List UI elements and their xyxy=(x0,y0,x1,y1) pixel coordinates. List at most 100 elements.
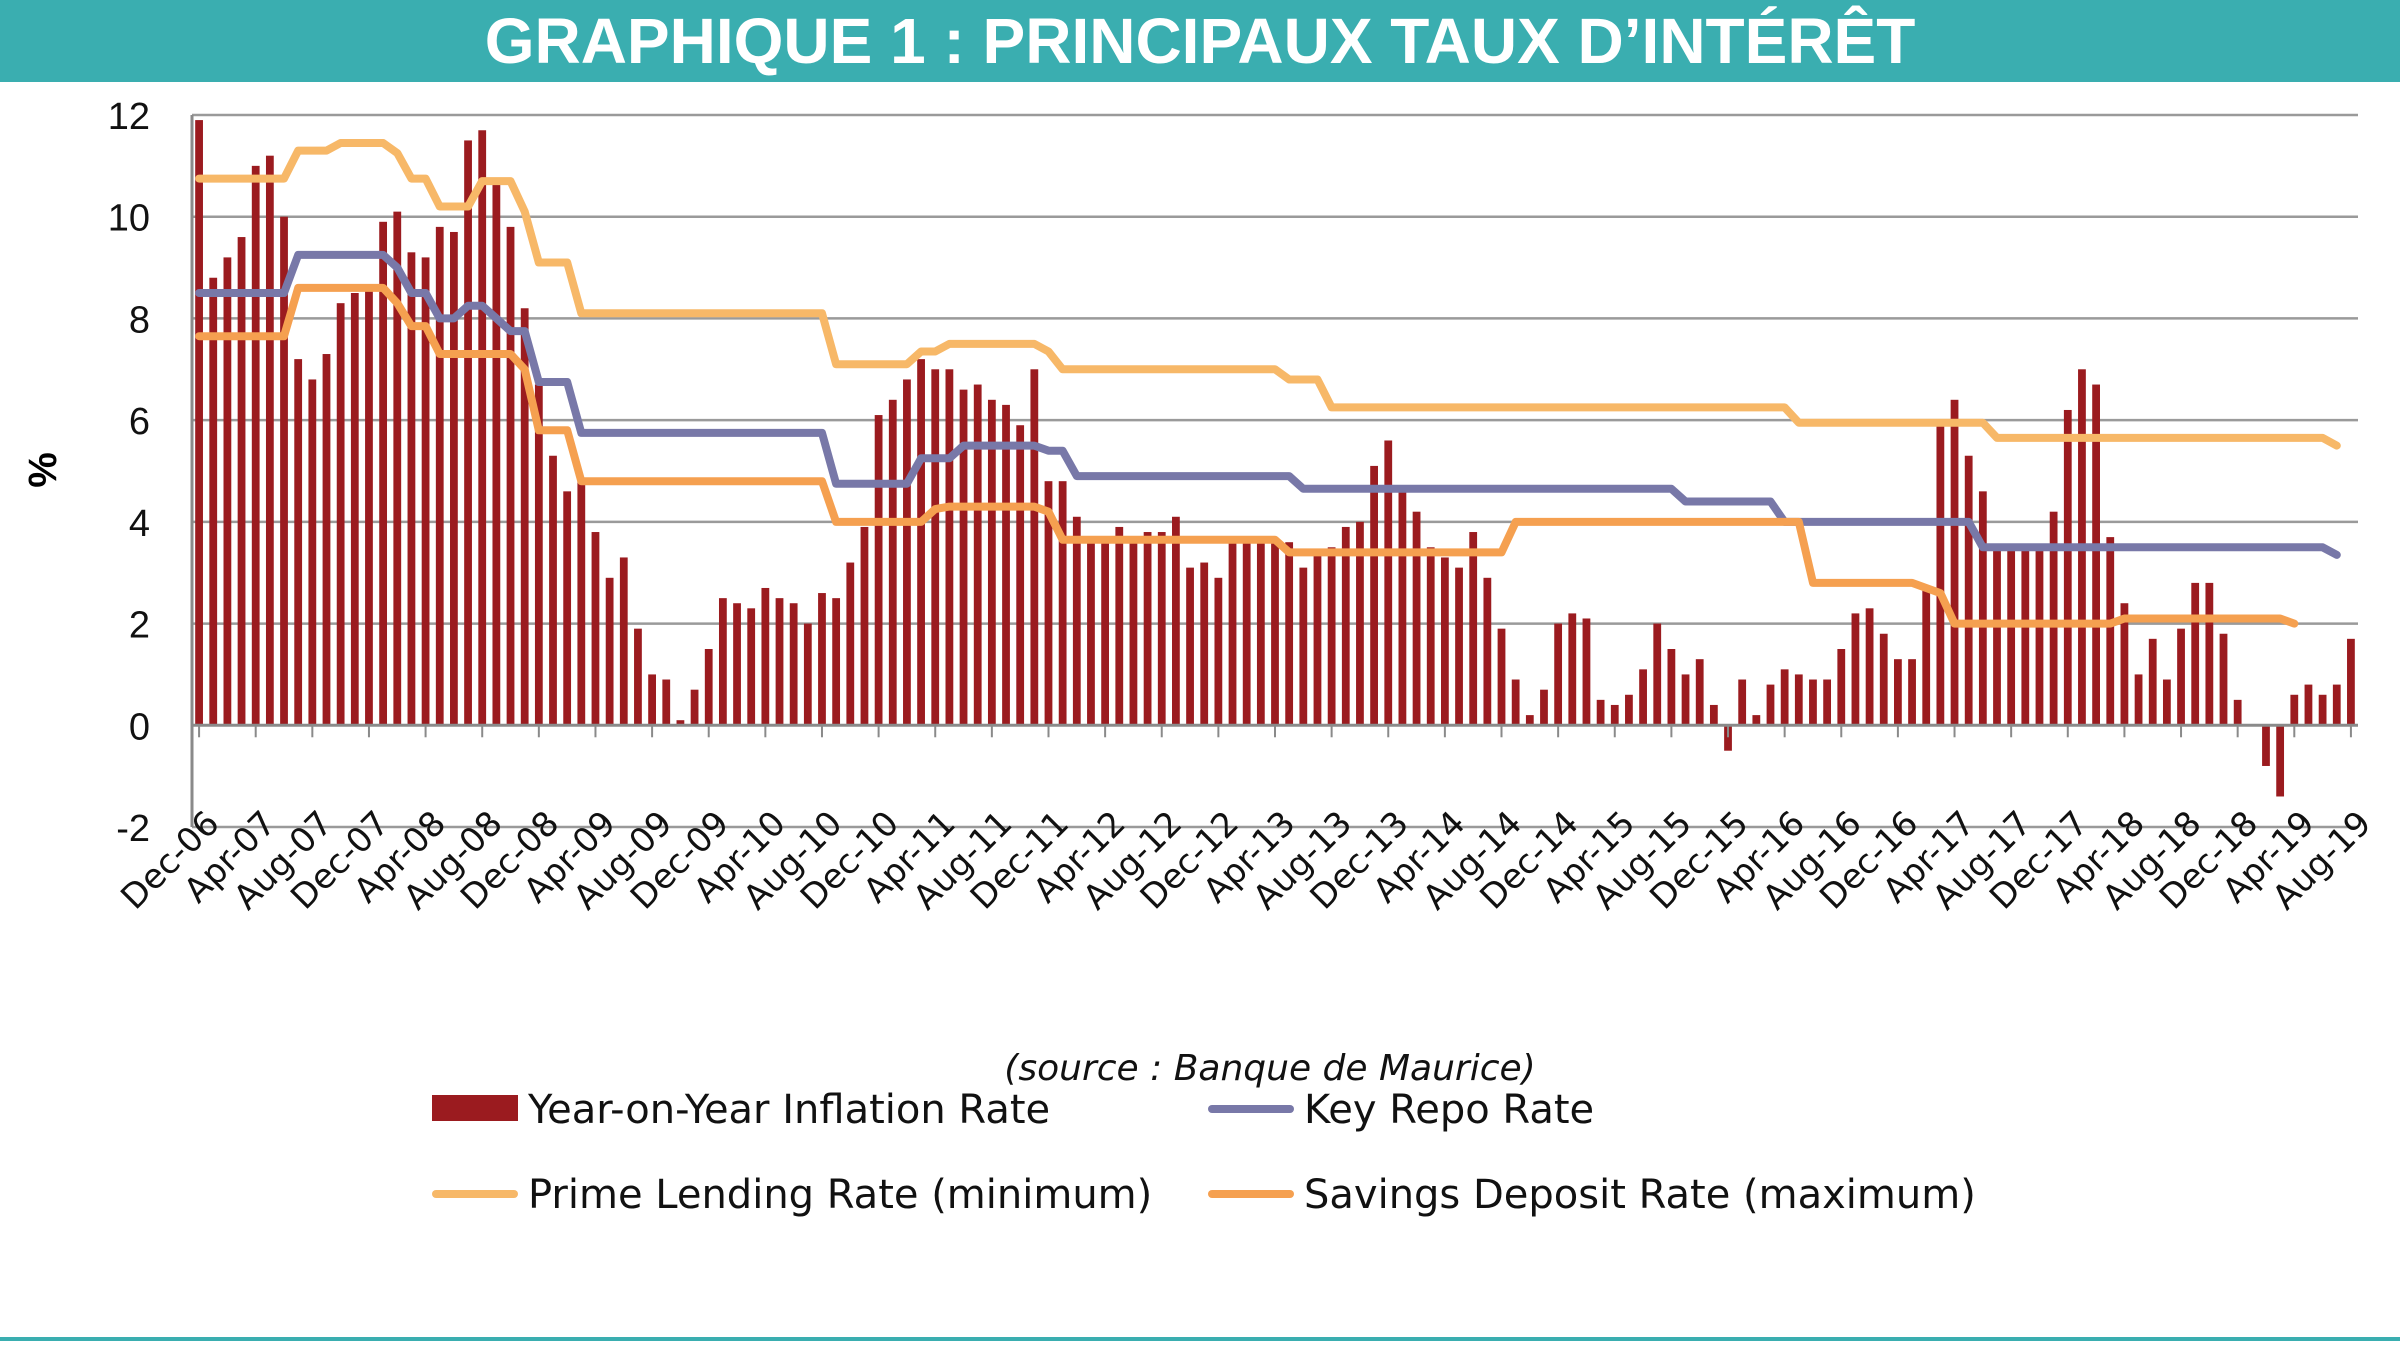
title-banner xyxy=(0,0,2400,82)
interest-rates-chart: -2 0 2 4 6 8 10 12 Dec-06Apr-07Aug-07Dec-07Apr-… xyxy=(21,96,2379,1218)
inflation-bar xyxy=(2205,582,2214,726)
inflation-bar xyxy=(1016,425,1025,726)
inflation-bar xyxy=(2007,547,2016,726)
inflation-bar xyxy=(789,603,798,726)
inflation-bar xyxy=(747,608,756,726)
inflation-bar xyxy=(2162,679,2171,726)
inflation-bar xyxy=(1412,511,1421,726)
inflation-bar xyxy=(265,155,274,726)
inflation-bar xyxy=(549,455,557,726)
inflation-bar xyxy=(1865,608,1874,726)
inflation-bar xyxy=(1936,425,1945,726)
inflation-bar xyxy=(917,359,925,726)
inflation-bar xyxy=(365,287,373,726)
y-tick-labels: -2 0 2 4 6 8 10 12 xyxy=(108,96,150,850)
inflation-bar xyxy=(1851,613,1860,726)
inflation-bar xyxy=(1879,633,1888,726)
bottom-rule xyxy=(0,1337,2400,1341)
inflation-bar xyxy=(407,252,416,726)
inflation-bar xyxy=(803,623,812,726)
inflation-bar xyxy=(775,598,784,726)
inflation-bar xyxy=(1115,526,1124,726)
inflation-bar xyxy=(1653,623,1662,726)
inflation-bar xyxy=(2318,694,2327,726)
inflation-bar xyxy=(2290,694,2299,726)
inflation-bar xyxy=(733,603,741,726)
inflation-bar xyxy=(1752,715,1761,726)
inflation-bar xyxy=(1398,491,1407,726)
inflation-bar xyxy=(1823,679,1832,726)
inflation-bar xyxy=(874,415,883,726)
inflation-bar xyxy=(1695,659,1704,726)
inflation-bar xyxy=(1837,649,1846,726)
inflation-bar xyxy=(534,384,543,726)
inflation-bar xyxy=(818,593,826,726)
inflation-bar xyxy=(945,369,954,726)
inflation-bar xyxy=(2021,547,2030,726)
inflation-bar xyxy=(336,303,345,726)
inflation-bar xyxy=(1341,526,1350,726)
inflation-bar xyxy=(1370,465,1378,726)
inflation-bar xyxy=(676,720,685,726)
inflation-bar xyxy=(379,221,388,726)
inflation-bar xyxy=(1639,669,1647,726)
inflation-bar xyxy=(393,211,402,726)
inflation-bar xyxy=(1724,725,1732,751)
inflation-bar xyxy=(690,689,699,726)
inflation-bar xyxy=(2191,582,2200,726)
inflation-bar xyxy=(1426,547,1435,726)
inflation-bar xyxy=(1596,699,1605,726)
inflation-bar xyxy=(520,308,529,726)
inflation-bar xyxy=(1440,557,1449,726)
inflation-bar xyxy=(1738,679,1747,726)
inflation-bar xyxy=(450,231,458,726)
y-axis-label: % xyxy=(21,452,65,488)
inflation-bar xyxy=(761,587,770,726)
inflation-bar xyxy=(1894,659,1902,726)
inflation-bar xyxy=(1582,618,1591,726)
source-note: (source : Banque de Maurice) xyxy=(1004,1048,1535,1089)
axes xyxy=(190,115,2358,827)
inflation-bar xyxy=(973,384,982,726)
inflation-bar xyxy=(1313,552,1322,726)
inflation-bar xyxy=(563,491,572,726)
inflation-bar xyxy=(888,399,897,726)
inflation-bar xyxy=(648,674,656,726)
inflation-bar xyxy=(223,257,232,726)
inflation-bar xyxy=(605,577,614,726)
inflation-bar xyxy=(308,379,317,726)
legend-label: Year-on-Year Inflation Rate xyxy=(527,1087,1050,1133)
legend: Year-on-Year Inflation Rate Key Repo Rate… xyxy=(432,1087,1976,1218)
inflation-bar xyxy=(280,216,288,726)
inflation-bar xyxy=(619,557,628,726)
inflation-bar xyxy=(195,120,203,726)
inflation-bar xyxy=(2276,725,2285,797)
inflation-bar xyxy=(1978,491,1987,726)
inflation-bar xyxy=(350,293,359,726)
inflation-bar xyxy=(1200,562,1209,726)
y-tick-label: 2 xyxy=(129,605,150,647)
inflation-bar xyxy=(903,379,911,726)
inflation-bar xyxy=(1214,577,1223,726)
inflation-bar xyxy=(1809,679,1817,726)
inflation-bar xyxy=(1228,537,1237,726)
legend-label: Key Repo Rate xyxy=(1304,1087,1594,1133)
inflation-bar xyxy=(2148,638,2157,726)
inflation-bar xyxy=(634,628,642,726)
inflation-bar xyxy=(1681,674,1690,726)
y-tick-label: 10 xyxy=(108,198,150,240)
inflation-bar xyxy=(1469,532,1478,726)
inflation-bar xyxy=(2092,384,2100,726)
inflation-bar xyxy=(1327,547,1336,726)
inflation-bar xyxy=(1625,694,1633,726)
inflation-bar xyxy=(1993,547,2001,726)
inflation-bar xyxy=(1030,369,1039,726)
inflation-bar xyxy=(506,226,515,726)
inflation-bar xyxy=(1129,537,1138,726)
inflation-bar xyxy=(1172,516,1180,726)
inflation-bar xyxy=(1950,399,1959,726)
prime-lending-line xyxy=(195,139,2341,450)
inflation-bar xyxy=(1780,669,1789,726)
inflation-bar xyxy=(2035,547,2044,726)
inflation-bar xyxy=(1044,481,1053,726)
